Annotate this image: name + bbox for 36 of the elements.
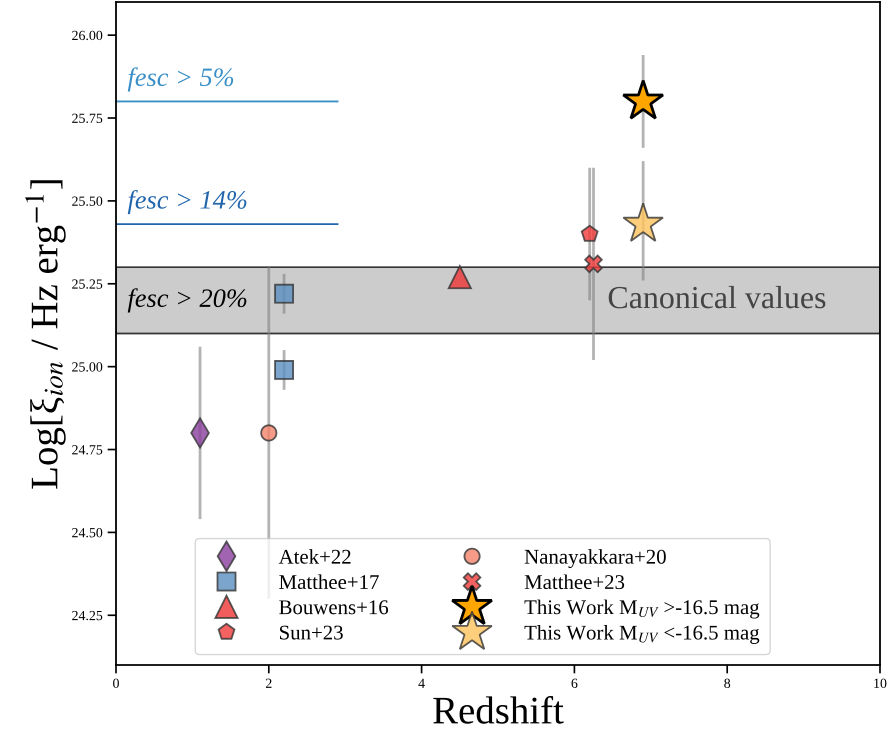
annotation: fesc > 20% (128, 288, 246, 312)
point (584, 254, 603, 274)
y-tick-label: 26.00 (72, 30, 102, 40)
legend-label: Matthee+17 (279, 574, 379, 590)
x-axis-title: Redshift (433, 696, 564, 724)
legend-label: Bouwens+16 (279, 600, 388, 614)
y-tick-label: 25.50 (72, 196, 102, 206)
point (580, 224, 599, 242)
y-tick-label: 25.75 (72, 114, 102, 124)
ref-line-label: fesc > 14% (128, 190, 246, 214)
y-tick-label: 24.25 (72, 610, 102, 620)
y-tick-label: 24.75 (72, 445, 102, 455)
point (260, 424, 278, 442)
x-tick-label: 4 (418, 678, 425, 688)
x-tick-label: 2 (266, 678, 272, 688)
legend-label: Sun+23 (280, 626, 343, 640)
point (448, 265, 472, 290)
legend-label: Atek+22 (278, 549, 351, 564)
x-tick-label: 8 (724, 678, 730, 688)
legend-label: This Work M$_{UV}$ >-16.5 mag (524, 600, 760, 619)
band-label: Canonical values (608, 286, 826, 308)
point (622, 79, 664, 120)
y-tick-label: 24.50 (72, 528, 102, 538)
y-axis-title: Log[ξ$_{ion}$ / Hz erg$^{−1}$] (25, 180, 66, 489)
legend-label: This Work M$_{UV}$ <-16.5 mag (524, 625, 760, 644)
x-tick-label: 6 (572, 678, 578, 688)
ref-line-label: fesc > 5% (128, 67, 234, 92)
point (622, 202, 664, 242)
point (274, 360, 294, 380)
y-tick-label: 25.25 (72, 279, 102, 289)
legend-label: Matthee+23 (524, 574, 624, 590)
point (274, 284, 294, 304)
x-tick-label: 10 (874, 678, 886, 688)
y-tick-label: 25.00 (72, 362, 102, 372)
x-tick-label: 0 (113, 678, 119, 688)
legend-label: Nanayakkara+20 (524, 549, 666, 568)
